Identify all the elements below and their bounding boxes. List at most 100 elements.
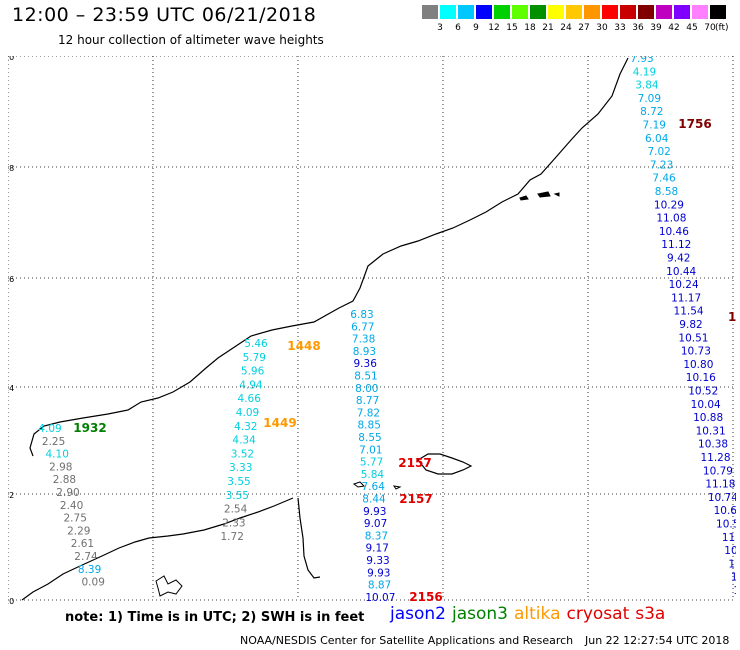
wave-height-value: 10.88 <box>693 412 723 424</box>
wave-height-value: 2.90 <box>56 487 79 499</box>
wave-height-value: 5.46 <box>244 338 268 350</box>
wave-height-value: 9.07 <box>364 518 387 530</box>
wave-height-value: 4.66 <box>238 393 262 405</box>
wave-height-value: 5.96 <box>241 366 265 378</box>
wave-height-value: 10.24 <box>669 279 699 291</box>
latitude-label: 14 <box>8 384 14 393</box>
wave-height-value: 2.29 <box>67 525 90 537</box>
wave-height-value: 4.10 <box>46 449 69 461</box>
islets-west-socotra <box>352 481 402 490</box>
wave-height-value: 10.51 <box>678 332 708 344</box>
wave-height-value: 9.33 <box>366 555 389 567</box>
wave-height-value: 8.51 <box>354 371 377 383</box>
wave-height-value: 9.36 <box>354 358 378 370</box>
wave-height-value: 2.33 <box>222 517 245 529</box>
timestamp-text: Jun 22 12:27:54 UTC 2018 <box>585 634 730 647</box>
wave-height-value: 3.33 <box>229 462 252 474</box>
wave-height-value: 10.44 <box>666 266 696 278</box>
coastline-arabia <box>29 57 629 457</box>
wave-height-value: 10.6 <box>714 505 736 517</box>
colorbar-tick: 12 <box>488 23 500 33</box>
wave-height-value: 8.72 <box>640 106 663 118</box>
satellite-tracks: 7.934.19 3.847.098.72 7.196.047.027.23 7.46… <box>38 56 736 604</box>
wave-height-value: 9.17 <box>366 543 389 555</box>
wave-height-value: 8.85 <box>358 420 381 432</box>
wave-height-value: 9.82 <box>679 319 702 331</box>
colorbar-swatch <box>458 5 474 19</box>
colorbar-swatch <box>620 5 636 19</box>
wave-height-value: 3.84 <box>635 80 659 92</box>
latitude-label: 20 <box>8 56 14 62</box>
wave-height-value: 7.09 <box>638 93 661 105</box>
latitude-label: 16 <box>8 275 14 284</box>
wave-height-value: 6.83 <box>350 309 373 321</box>
colorbar-swatch <box>566 5 582 19</box>
colorbar-swatch <box>440 5 456 19</box>
wave-height-value: 5.79 <box>243 352 266 364</box>
wave-height-value: 4.32 <box>234 421 257 433</box>
socotra-island <box>417 453 473 475</box>
wave-height-value: 7.64 <box>362 481 386 493</box>
track-time-label: 1449 <box>263 416 296 430</box>
wave-height-value: 10.07 <box>365 592 395 604</box>
wave-height-value: 8.55 <box>358 432 381 444</box>
wave-height-value: 8.87 <box>368 580 391 592</box>
colorbar-swatch <box>638 5 654 19</box>
map-subtitle: 12 hour collection of altimeter wave hei… <box>58 33 324 47</box>
latitude-label: 12 <box>8 491 14 500</box>
colorbar-tick: 70 <box>704 23 716 33</box>
wave-height-value: 7.38 <box>352 334 375 346</box>
wave-height-value: 9.42 <box>667 253 690 265</box>
colorbar-tick: 15 <box>506 23 518 33</box>
colorbar-swatch <box>548 5 564 19</box>
track-time-label: 175 <box>728 310 736 324</box>
wave-height-value: 4.34 <box>232 435 256 447</box>
wave-height-value: 10.38 <box>698 439 728 451</box>
colorbar-unit: (ft) <box>715 23 729 33</box>
colorbar-tick: 36 <box>632 23 644 33</box>
wave-height-value: 4.19 <box>633 66 656 78</box>
colorbar-tick: 30 <box>596 23 608 33</box>
wave-height-value: 2.54 <box>224 504 248 516</box>
wave-height-value: 6.04 <box>645 133 669 145</box>
wave-height-value: 2.40 <box>60 500 83 512</box>
wave-height-value: 11.28 <box>700 452 730 464</box>
wave-height-value: 10.04 <box>691 399 721 411</box>
legend-jason3: jason3 <box>452 604 508 624</box>
track-time-label: 2157 <box>399 492 432 506</box>
track-time-label: 2157 <box>398 456 431 470</box>
wave-height-value: 3.52 <box>231 448 254 460</box>
colorbar-tick: 42 <box>668 23 680 33</box>
satellite-legend: jason2 jason3 altika cryosat s3a <box>390 604 671 624</box>
wave-height-value: 11.08 <box>656 213 686 225</box>
wave-height-value: 11.12 <box>661 239 691 251</box>
map-title: 12:00 – 23:59 UTC 06/21/2018 <box>12 4 317 26</box>
wave-height-value: 1.72 <box>221 531 244 543</box>
wave-height-value: 2.74 <box>74 551 98 563</box>
wave-height-value: 4.94 <box>239 379 263 391</box>
wave-height-value: 2.88 <box>53 474 76 486</box>
latitude-label: 10 <box>8 597 14 604</box>
wave-height-value: 3.55 <box>227 476 250 488</box>
wave-height-value: 8.39 <box>78 564 101 576</box>
wave-height-value: 2.75 <box>64 513 87 525</box>
coastline-somalia <box>21 497 294 601</box>
wave-height-value: 8.37 <box>365 530 388 542</box>
wave-height-value: 11. <box>722 532 736 544</box>
wave-height-value: 10.73 <box>681 346 711 358</box>
coastline <box>21 57 629 601</box>
legend-jason2: jason2 <box>390 604 446 624</box>
colorbar-swatch <box>710 5 726 19</box>
colorbar-swatch <box>530 5 546 19</box>
wave-height-value: 7.23 <box>650 159 673 171</box>
wave-height-value: 11.17 <box>671 292 701 304</box>
track-time-label: 2156 <box>409 590 442 604</box>
wave-height-value: 7.46 <box>652 173 676 185</box>
wave-height-value: 10.31 <box>696 425 726 437</box>
colorbar-swatch <box>692 5 708 19</box>
credit-text: NOAA/NESDIS Center for Satellite Applica… <box>240 634 574 647</box>
wave-height-value: 10.5 <box>716 519 736 531</box>
coastline-ras-hafun <box>297 497 321 579</box>
wave-height-value: 11.18 <box>705 479 735 491</box>
map-grid: 201816141210454851545760 <box>8 56 734 604</box>
